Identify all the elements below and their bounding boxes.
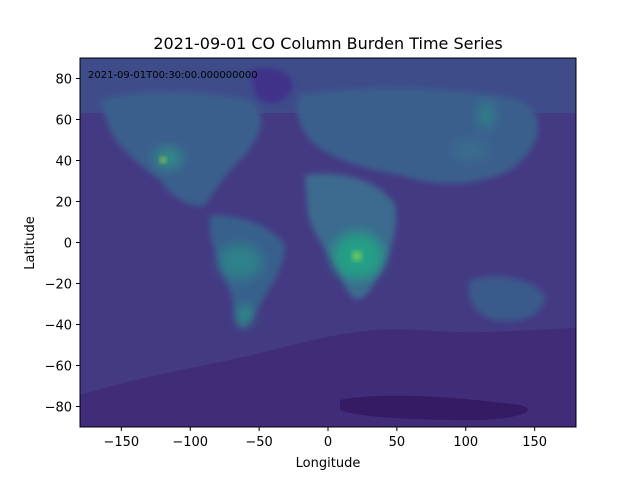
y-tick-label: −80 [45,401,72,416]
land-greenland [250,68,293,104]
hotspot-west-na [154,148,182,168]
x-axis-label: Longitude [296,456,361,471]
land-eurasia [297,88,539,184]
x-tick-label: −50 [245,435,272,450]
y-tick-label: −60 [45,360,72,375]
y-tick-label: 60 [55,114,72,129]
peak-west-na [160,157,166,163]
antarctic-low [340,395,528,420]
hotspot-china [452,140,488,160]
land-australia [468,276,545,322]
hotspot-southern-andes [237,305,253,325]
hotspot-amazon [218,244,262,280]
y-tick-label: 0 [64,237,72,252]
x-tick-label: −150 [103,435,139,450]
y-tick-label: −20 [45,278,72,293]
hotspots [154,101,494,325]
chart-title: 2021-09-01 CO Column Burden Time Series [153,34,502,53]
y-tick-label: 80 [55,73,72,88]
x-tick-label: 50 [389,435,406,450]
x-tick-label: −100 [172,435,208,450]
x-tick-label: 150 [522,435,547,450]
y-axis-label: Latitude [23,216,38,270]
y-axis-ticks: −80 −60 −40 −20 0 20 40 60 80 [45,73,80,416]
y-tick-label: −40 [45,319,72,334]
x-tick-label: 0 [324,435,332,450]
x-axis-ticks: −150 −100 −50 0 50 100 150 [103,427,547,450]
x-tick-label: 100 [453,435,478,450]
hotspot-siberia [478,101,494,129]
peak-central-africa [352,251,362,261]
heatmap-area [80,58,576,427]
y-tick-label: 40 [55,155,72,170]
land-north-america [100,91,261,206]
y-tick-label: 20 [55,196,72,211]
timestamp-annotation: 2021-09-01T00:30:00.000000000 [88,70,258,81]
